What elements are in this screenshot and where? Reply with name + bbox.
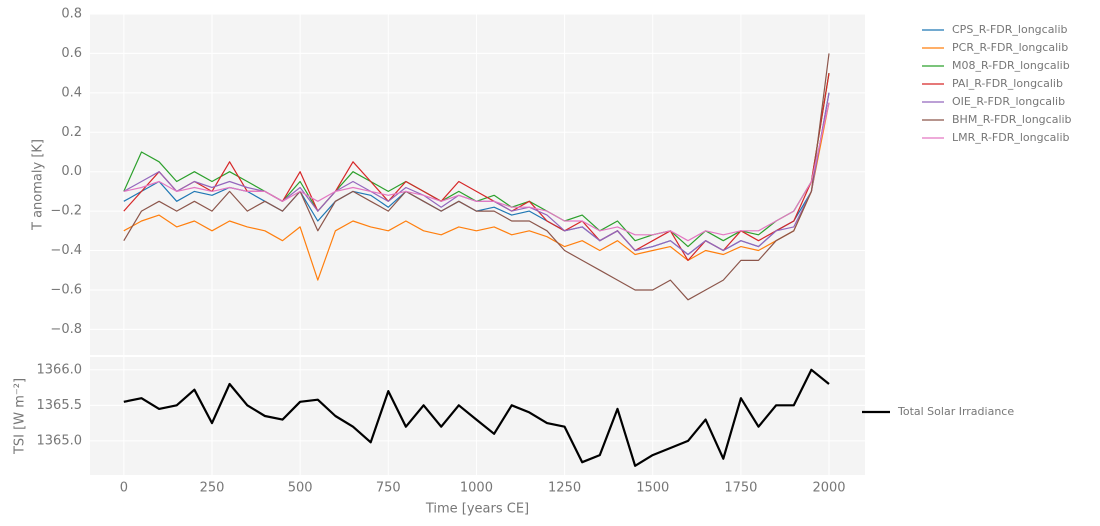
- y-tick-label: 1365.0: [37, 433, 83, 448]
- legend-label: OIE_R-FDR_longcalib: [952, 95, 1065, 108]
- y-tick-label: −0.2: [50, 204, 82, 219]
- y-tick-label: 0.4: [61, 85, 82, 100]
- series-line: [123, 368, 830, 467]
- x-tick-label: 1750: [724, 481, 757, 496]
- legend-label: Total Solar Irradiance: [897, 405, 1014, 418]
- x-tick-label: 1000: [460, 481, 493, 496]
- series-line: [123, 102, 830, 281]
- legend-label: BHM_R-FDR_longcalib: [952, 113, 1072, 126]
- y-tick-label: 1366.0: [37, 362, 83, 377]
- legend-label: LMR_R-FDR_longcalib: [952, 131, 1070, 144]
- series-line: [123, 53, 830, 301]
- plot-area: [90, 357, 865, 475]
- y-axis-label: TSI [W m⁻²]: [13, 378, 28, 455]
- legend-label: PAI_R-FDR_longcalib: [952, 77, 1063, 90]
- legend-label: PCR_R-FDR_longcalib: [952, 41, 1068, 54]
- x-tick-label: 0: [120, 481, 128, 496]
- x-axis-label: Time [years CE]: [425, 502, 529, 517]
- y-axis-label: T anomaly [K]: [31, 139, 46, 231]
- series-line: [123, 102, 830, 242]
- x-tick-label: 250: [200, 481, 225, 496]
- y-tick-label: 0.8: [61, 7, 82, 22]
- y-tick-label: 0.2: [61, 125, 82, 140]
- y-tick-label: −0.4: [50, 243, 82, 258]
- y-tick-label: 1365.5: [37, 398, 83, 413]
- x-tick-label: 1250: [548, 481, 581, 496]
- legend-label: M08_R-FDR_longcalib: [952, 59, 1070, 72]
- plot-area: [90, 14, 865, 355]
- y-tick-label: −0.6: [50, 282, 82, 297]
- x-tick-label: 1500: [636, 481, 669, 496]
- x-tick-label: 750: [376, 481, 401, 496]
- y-tick-label: −0.8: [50, 322, 82, 337]
- legend-label: CPS_R-FDR_longcalib: [952, 23, 1068, 36]
- x-tick-label: 500: [288, 481, 313, 496]
- y-tick-label: 0.0: [61, 164, 82, 179]
- x-tick-label: 2000: [812, 481, 845, 496]
- y-tick-label: 0.6: [61, 46, 82, 61]
